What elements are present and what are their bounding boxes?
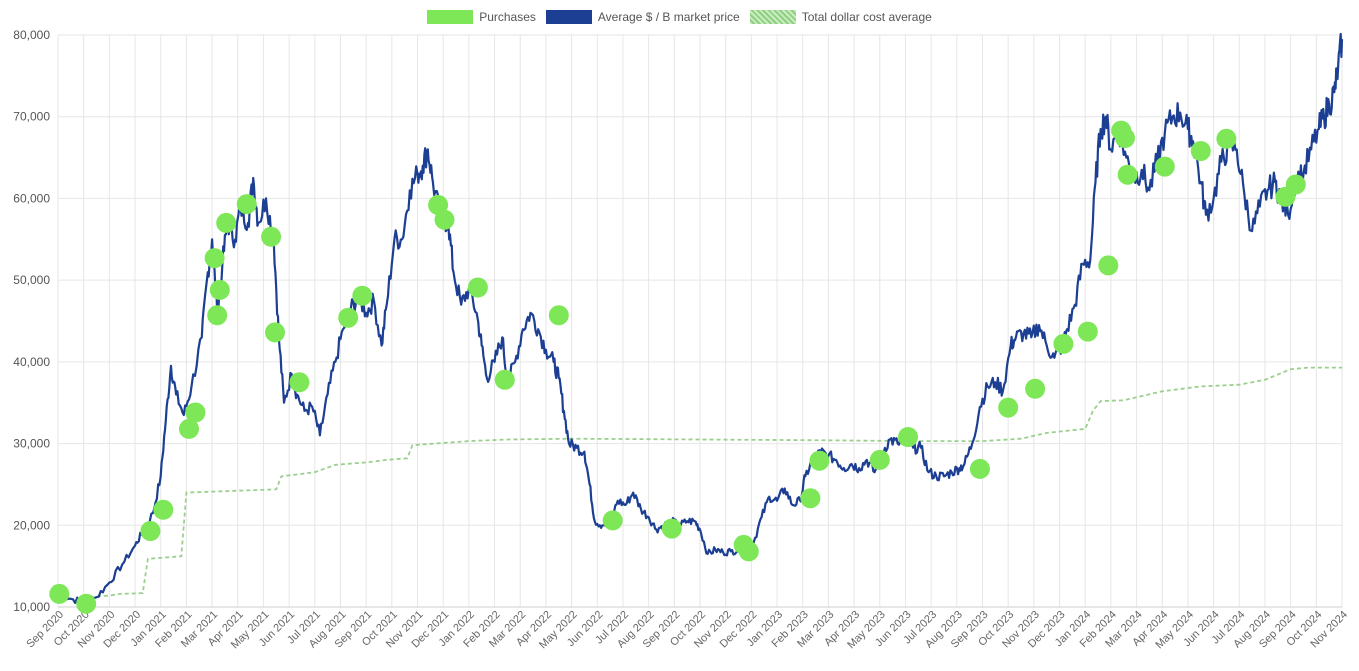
legend-label-market-price: Average $ / B market price: [597, 10, 740, 24]
y-tick-label: 70,000: [13, 110, 50, 124]
purchase-marker: [207, 305, 228, 326]
purchase-marker: [494, 369, 515, 390]
legend-item-dca[interactable]: Total dollar cost average: [749, 10, 932, 24]
y-tick-label: 60,000: [13, 191, 50, 205]
purchase-marker: [809, 450, 830, 471]
y-axis: 10,000 20,000 30,000 40,000 50,000 60,000 70,0…: [13, 28, 50, 614]
purchase-marker: [140, 521, 161, 541]
legend-item-purchases[interactable]: Purchases: [427, 10, 536, 24]
legend-swatch-purchases: [427, 10, 474, 24]
legend-label-purchases: Purchases: [479, 10, 536, 24]
purchase-marker: [602, 510, 623, 531]
y-tick-label: 80,000: [13, 28, 50, 42]
purchase-marker: [352, 285, 373, 306]
purchase-marker: [204, 248, 225, 269]
purchase-marker: [261, 226, 282, 247]
purchase-marker: [738, 541, 759, 562]
purchase-marker: [1115, 128, 1135, 148]
purchase-marker: [1190, 141, 1211, 161]
legend-item-market-price[interactable]: Average $ / B market price: [545, 10, 740, 24]
grid: [57, 34, 1343, 608]
purchase-marker: [209, 279, 230, 300]
purchase-marker: [76, 593, 97, 614]
y-tick-label: 50,000: [13, 273, 50, 287]
purchase-marker: [1285, 174, 1306, 195]
legend-swatch-market-price: [545, 10, 592, 24]
purchase-marker: [289, 372, 310, 393]
y-tick-label: 30,000: [13, 437, 50, 451]
purchase-marker: [869, 449, 890, 470]
purchase-marker: [1154, 156, 1175, 177]
purchase-marker: [185, 402, 206, 423]
purchase-marker: [49, 583, 70, 604]
purchase-marker: [1025, 378, 1046, 399]
purchase-marker: [216, 212, 237, 233]
purchase-marker: [434, 209, 455, 230]
y-tick-label: 20,000: [13, 518, 50, 532]
purchase-marker: [1053, 333, 1074, 354]
purchase-marker: [548, 305, 569, 326]
purchase-marker: [1216, 128, 1237, 149]
purchase-marker: [265, 322, 285, 343]
legend-swatch-dca: [749, 10, 796, 24]
purchase-marker: [998, 397, 1019, 418]
legend-label-dca: Total dollar cost average: [801, 10, 932, 24]
purchase-marker: [661, 518, 682, 539]
purchase-marker: [1077, 321, 1098, 342]
purchase-marker: [1098, 255, 1119, 276]
market-price-line: [57, 32, 1344, 605]
y-tick-label: 40,000: [13, 355, 50, 369]
purchase-marker: [179, 418, 199, 439]
purchase-marker: [153, 499, 174, 520]
purchase-markers: [49, 120, 1306, 614]
purchase-marker: [1117, 164, 1138, 185]
purchase-marker: [969, 458, 990, 479]
purchase-marker: [467, 277, 488, 298]
dca-line: [83, 366, 1342, 602]
y-tick-label: 10,000: [13, 600, 50, 614]
purchase-marker: [236, 194, 257, 215]
purchase-marker: [898, 427, 918, 447]
series-lines: [57, 32, 1344, 605]
chart-legend: Purchases Average $ / B market price Tot…: [0, 7, 1359, 27]
purchase-marker: [338, 307, 359, 328]
purchase-marker: [800, 488, 821, 509]
